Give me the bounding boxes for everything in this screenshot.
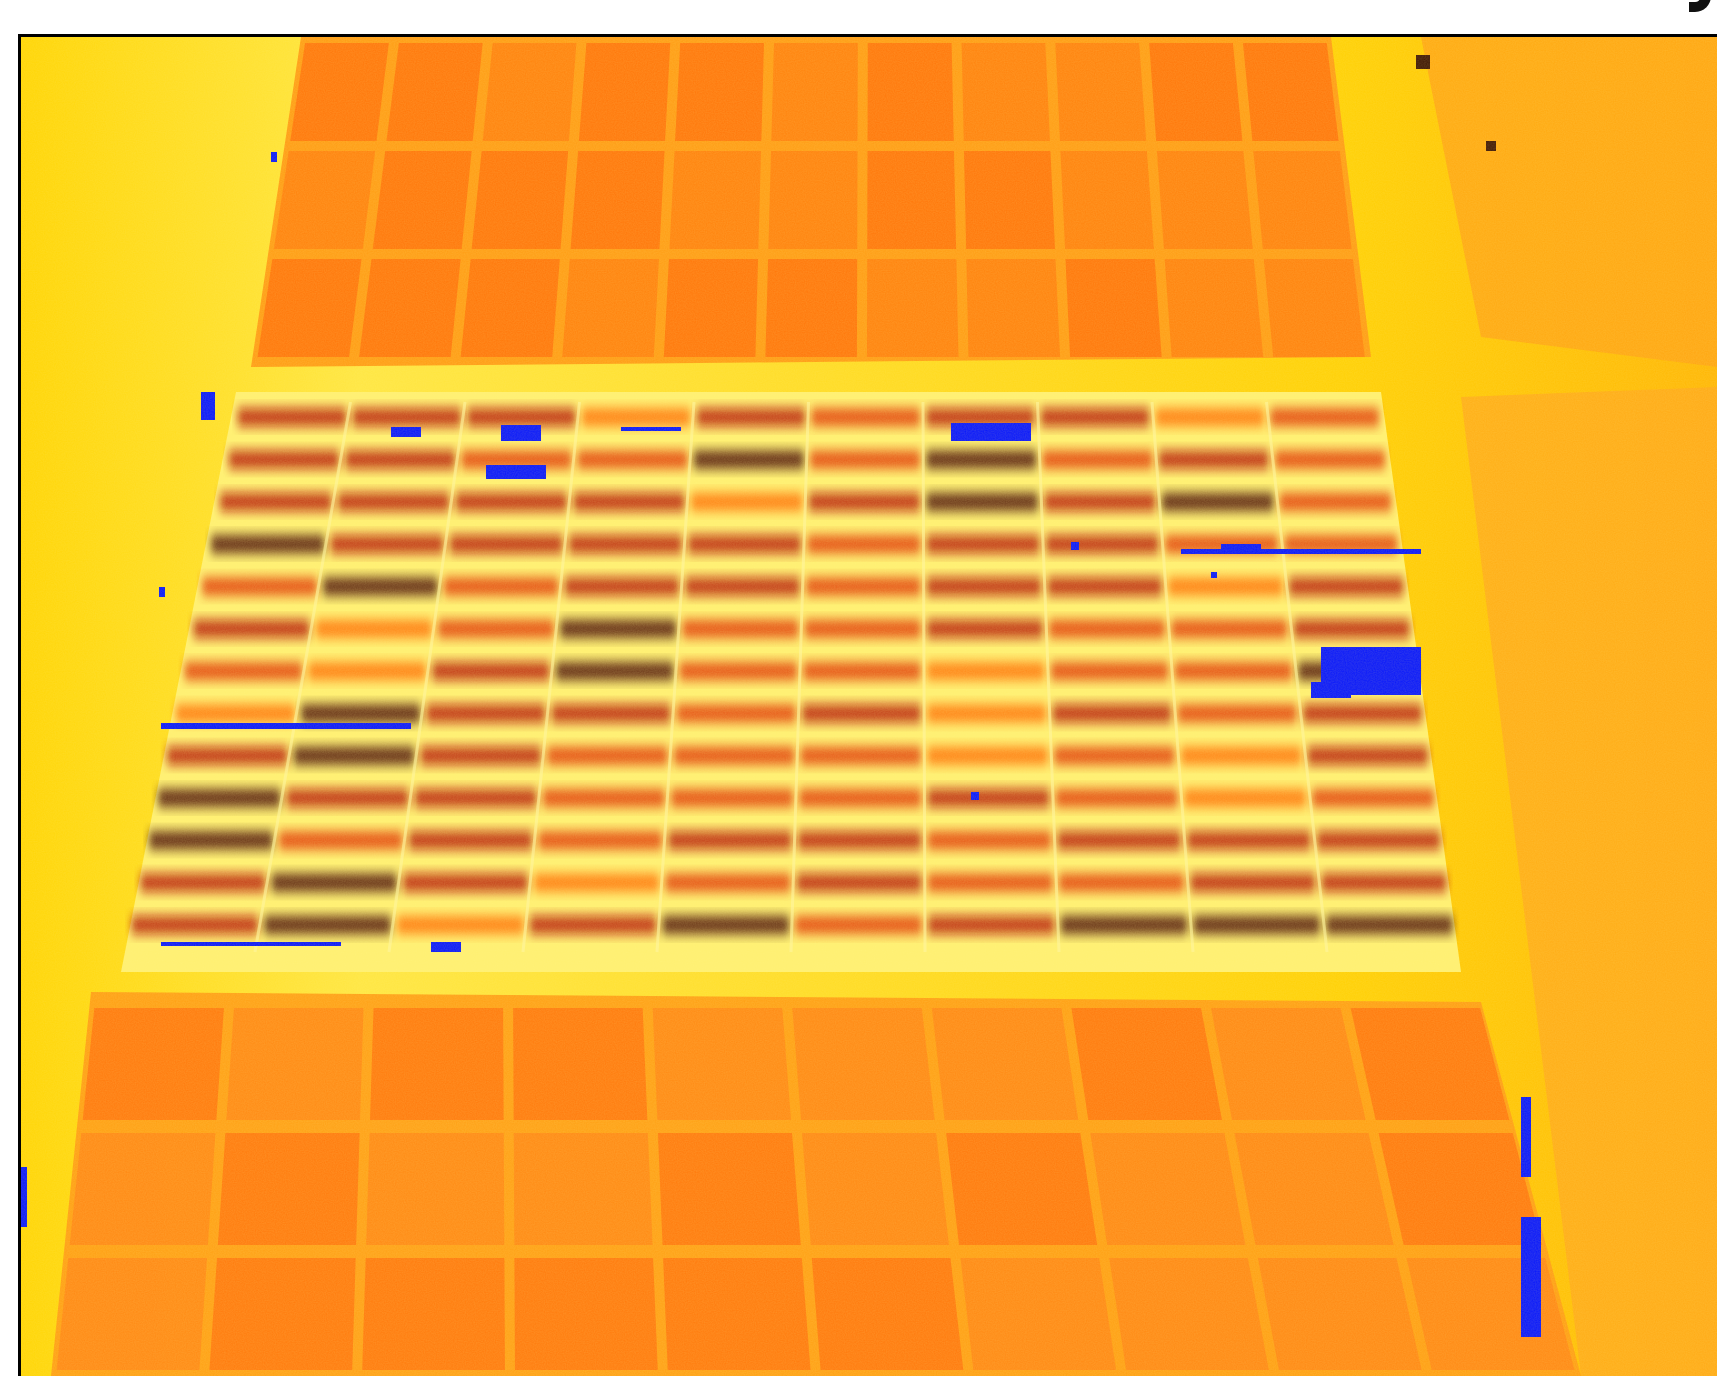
noise-overlay <box>21 37 1717 1376</box>
thermal-map <box>21 37 1717 1376</box>
cropped-letter-fragment <box>1689 0 1711 12</box>
thermal-map-frame <box>18 34 1717 1376</box>
